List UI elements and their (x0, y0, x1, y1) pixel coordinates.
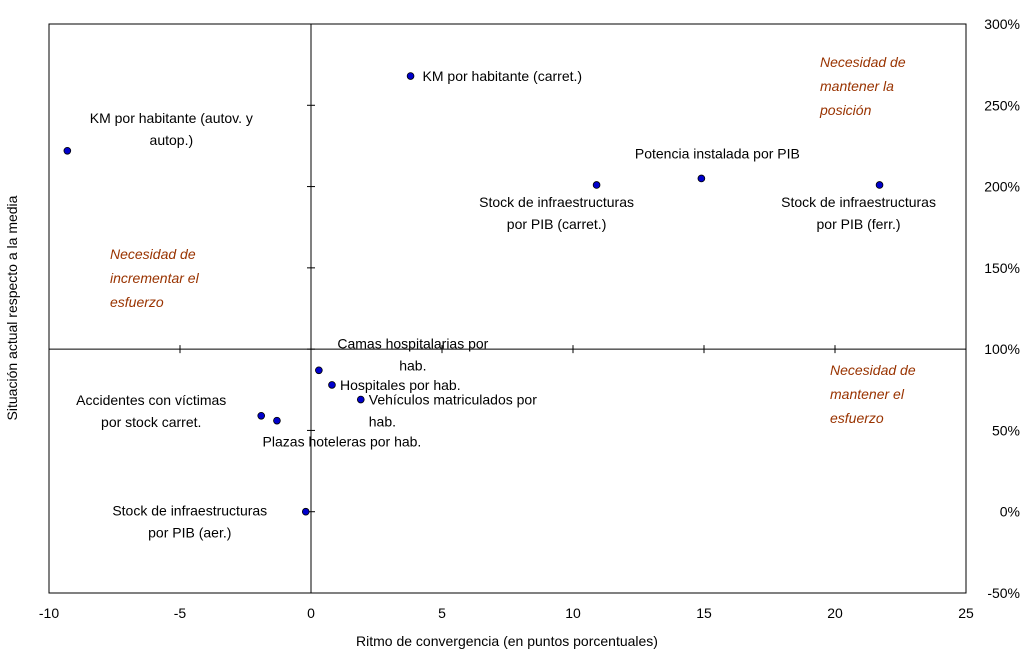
plot-area (48, 23, 967, 594)
quadrant-annotation: incrementar el (110, 270, 200, 286)
quadrant-annotation: Necesidad de (110, 246, 196, 262)
y-tick-label: 100% (984, 341, 1020, 357)
quadrant-annotations: Necesidad de mantener la posición Necesidad… (110, 54, 916, 426)
data-point-label: Stock de infraestructuras (112, 503, 267, 519)
data-point-label: Stock de infraestructuras (781, 194, 936, 210)
data-point-marker (356, 395, 365, 404)
data-point-label: autop.) (150, 132, 194, 148)
x-tick-label: 0 (307, 605, 315, 621)
data-point-label: hab. (399, 357, 426, 373)
quadrant-annotation: Necesidad de (820, 54, 906, 70)
data-point-label: por PIB (ferr.) (817, 216, 901, 232)
data-point-label: Vehículos matriculados por (369, 392, 537, 408)
data-point-marker (273, 416, 281, 425)
data-points: KM por habitante (carret.) KM por habitan… (63, 68, 936, 541)
data-point-label: por PIB (aer.) (148, 525, 231, 541)
data-point-label: Hospitales por hab. (340, 377, 461, 393)
y-tick-label: -50% (987, 585, 1020, 601)
axes (49, 24, 966, 593)
y-tick-label: 300% (984, 16, 1020, 32)
data-point-marker (406, 72, 415, 80)
x-axis-ticks: -10 -5 0 5 10 15 20 25 (39, 345, 974, 621)
x-tick-label: -10 (39, 605, 59, 621)
x-tick-label: 20 (827, 605, 843, 621)
y-tick-label: 0% (1000, 504, 1020, 520)
data-point-marker (328, 381, 336, 389)
data-point-label: KM por habitante (carret.) (423, 68, 583, 84)
data-point-label: Stock de infraestructuras (479, 194, 634, 210)
data-point-label: Plazas hoteleras por hab. (263, 434, 422, 450)
quadrant-annotation: esfuerzo (830, 410, 884, 426)
quadrant-annotation: esfuerzo (110, 294, 164, 310)
x-tick-label: 5 (438, 605, 446, 621)
data-point-label: por stock carret. (101, 414, 201, 430)
y-tick-label: 150% (984, 260, 1020, 276)
y-axis-title: Situación actual respecto a la media (4, 195, 20, 420)
data-point-label: por PIB (carret.) (507, 216, 607, 232)
data-point-marker (592, 181, 601, 189)
quadrant-annotation: posición (819, 102, 872, 118)
quadrant-annotation: Necesidad de (830, 362, 916, 378)
x-tick-label: 25 (958, 605, 974, 621)
y-tick-label: 50% (992, 422, 1020, 438)
x-tick-label: -5 (174, 605, 187, 621)
y-axis-ticks: -50% 0% 50% 100% 150% 200% 250% 300% (307, 16, 1020, 601)
data-point-marker (875, 181, 884, 189)
data-point-label: KM por habitante (autov. y (90, 110, 253, 126)
x-tick-label: 10 (565, 605, 581, 621)
data-point-marker (257, 411, 266, 420)
data-point-label: Camas hospitalarias por (337, 335, 488, 351)
data-point-label: Accidentes con víctimas (76, 392, 226, 408)
x-tick-label: 15 (696, 605, 712, 621)
x-axis-title: Ritmo de convergencia (en puntos porcent… (356, 633, 658, 649)
data-point-marker (697, 174, 706, 183)
quadrant-annotation: mantener la (820, 78, 894, 94)
data-point-marker (315, 366, 323, 375)
quadrant-annotation: mantener el (830, 386, 905, 402)
data-point-label: Potencia instalada por PIB (635, 145, 800, 161)
y-tick-label: 200% (984, 179, 1020, 195)
data-point-marker (301, 507, 310, 516)
y-tick-label: 250% (984, 97, 1020, 113)
data-point-label: hab. (369, 414, 396, 430)
data-point-marker (63, 147, 72, 155)
